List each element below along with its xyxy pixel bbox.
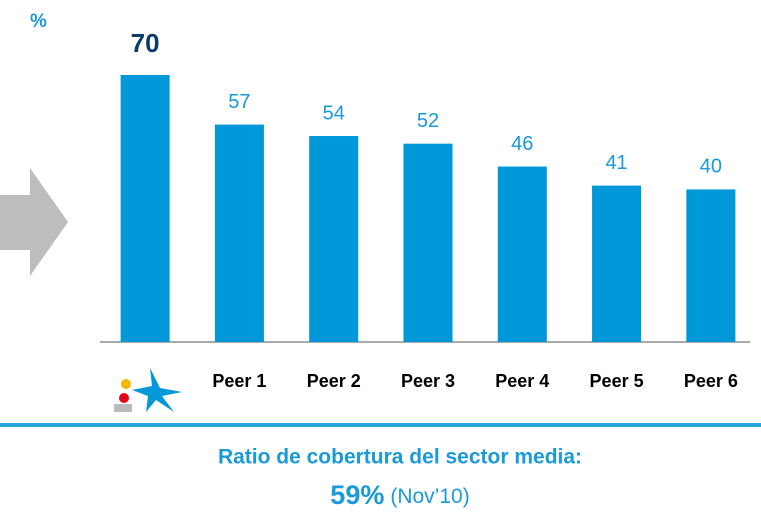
bar [686, 189, 736, 342]
logo [114, 368, 182, 412]
period: (Nov’10) [390, 485, 469, 508]
value-label: 57 [228, 91, 250, 113]
bar [403, 143, 453, 342]
x-tick-label: Peer 4 [495, 371, 549, 391]
value-label: 46 [511, 133, 533, 155]
bar [592, 185, 642, 342]
value-label: 54 [323, 102, 345, 124]
value-label: 52 [417, 110, 439, 132]
bar [120, 75, 170, 342]
x-tick-label: Peer 5 [590, 371, 644, 391]
y-axis-label: % [30, 11, 47, 32]
bar [214, 124, 264, 342]
value-label: 70 [131, 28, 160, 58]
divider [0, 423, 761, 427]
value-label: 41 [605, 152, 627, 174]
value-label: 40 [700, 156, 722, 178]
bar [309, 136, 359, 342]
arrow [0, 168, 68, 276]
x-tick-label: Peer 1 [212, 371, 266, 391]
x-tick-label: Peer 6 [684, 371, 738, 391]
x-tick-label: Peer 3 [401, 371, 455, 391]
x-tick-label: Peer 2 [307, 371, 361, 391]
caption-value: 59% (Nov’10) [330, 480, 469, 510]
highlight: 59% [330, 480, 384, 510]
caption: Ratio de cobertura del sector media: [218, 446, 582, 469]
bar [497, 166, 547, 342]
